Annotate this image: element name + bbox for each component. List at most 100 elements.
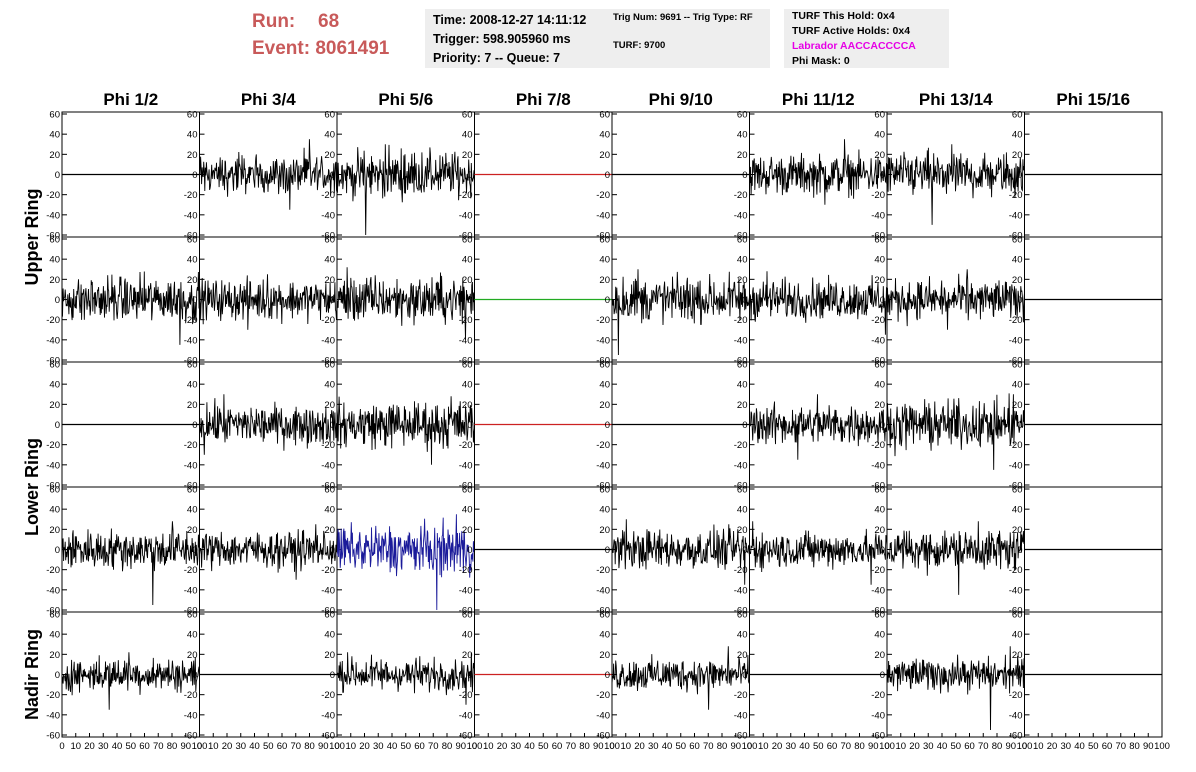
y-tick-label-r3-c1: 60 [49, 360, 60, 371]
y-tick-label-r2-c2: -40 [184, 335, 198, 346]
y-tick-label-r4-c5: -20 [596, 565, 610, 576]
y-tick-label-r1-c5: 40 [599, 130, 610, 141]
y-tick-label-r4-c7: -20 [871, 565, 885, 576]
y-tick-label-r5-c6: -40 [734, 710, 748, 721]
y-tick-label-r1-c7: 60 [874, 110, 885, 121]
y-tick-label-r2-c3: -20 [321, 315, 335, 326]
y-tick-label-r3-c2: -60 [184, 481, 198, 492]
y-tick-label-r3-c1: 0 [55, 420, 60, 431]
y-tick-label-r1-c5: 60 [599, 110, 610, 121]
y-tick-label-r4-c8: -20 [1009, 565, 1023, 576]
y-tick-label-r4-c2: 0 [192, 545, 197, 556]
turf-info-box: TURF This Hold: 0x4 TURF Active Holds: 0… [784, 9, 949, 68]
y-tick-label-r5-c4: 20 [462, 650, 473, 661]
x-tick-label-c2: 100 [329, 741, 345, 752]
x-tick-label-c6: 60 [827, 741, 838, 752]
x-tick-label-c7: 90 [1005, 741, 1016, 752]
x-tick-label-c5: 0 [609, 741, 614, 752]
x-tick-label-c4: 100 [604, 741, 620, 752]
y-tick-label-r5-c2: -60 [184, 731, 198, 742]
y-tick-label-r4-c1: 60 [49, 485, 60, 496]
y-tick-label-r4-c8: -40 [1009, 585, 1023, 596]
y-tick-label-r2-c4: -40 [459, 335, 473, 346]
priority-text: Priority: 7 -- Queue: 7 [433, 51, 561, 65]
y-tick-label-r2-c7: 60 [874, 235, 885, 246]
y-tick-label-r5-c3: 60 [324, 610, 335, 621]
y-tick-label-r1-c7: 0 [880, 170, 885, 181]
y-tick-label-r3-c8: -60 [1009, 481, 1023, 492]
y-tick-label-r3-c7: -40 [871, 460, 885, 471]
y-tick-label-r3-c5: -40 [596, 460, 610, 471]
x-tick-label-c3: 50 [400, 741, 411, 752]
y-tick-label-r2-c8: -20 [1009, 315, 1023, 326]
y-tick-label-r5-c7: 0 [880, 670, 885, 681]
trace-r2-c7 [886, 269, 1025, 330]
y-tick-label-r1-c3: 40 [324, 130, 335, 141]
trigger-text: Trigger: 598.905960 ms [433, 32, 571, 46]
column-header-3: Phi 5/6 [378, 90, 433, 109]
y-tick-label-r4-c5: 40 [599, 505, 610, 516]
x-tick-label-c2: 40 [249, 741, 260, 752]
x-tick-label-c1: 0 [59, 741, 64, 752]
y-tick-label-r5-c3: 40 [324, 630, 335, 641]
y-tick-label-r3-c1: 20 [49, 400, 60, 411]
y-tick-label-r2-c1: 20 [49, 275, 60, 286]
y-tick-label-r4-c6: -40 [734, 585, 748, 596]
y-tick-label-r1-c3: -40 [321, 210, 335, 221]
y-tick-label-r5-c5: 40 [599, 630, 610, 641]
y-tick-label-r4-c6: 0 [742, 545, 747, 556]
run-label: Run: [252, 11, 296, 32]
x-tick-label-c6: 30 [785, 741, 796, 752]
y-tick-label-r5-c8: 60 [1012, 610, 1023, 621]
x-tick-label-c8: 40 [1074, 741, 1085, 752]
turf-this-hold-text: TURF This Hold: 0x4 [792, 10, 895, 22]
x-tick-label-c2: 30 [235, 741, 246, 752]
y-tick-label-r4-c3: 0 [330, 545, 335, 556]
y-tick-label-r4-c5: 60 [599, 485, 610, 496]
x-tick-label-c1: 20 [84, 741, 95, 752]
x-tick-label-c2: 80 [304, 741, 315, 752]
x-tick-label-c4: 10 [483, 741, 494, 752]
y-tick-label-r3-c4: 40 [462, 380, 473, 391]
panel-frame-r4-c1 [61, 486, 200, 613]
x-tick-label-c1: 80 [167, 741, 178, 752]
y-tick-label-r2-c6: -20 [734, 315, 748, 326]
y-tick-label-r1-c1: -20 [46, 190, 60, 201]
y-tick-label-r2-c1: 60 [49, 235, 60, 246]
y-tick-label-r2-c2: 40 [187, 255, 198, 266]
y-tick-label-r2-c5: 0 [605, 295, 610, 306]
y-tick-label-r5-c4: -60 [459, 731, 473, 742]
y-tick-label-r1-c3: -20 [321, 190, 335, 201]
y-tick-label-r3-c7: 60 [874, 360, 885, 371]
x-tick-label-c5: 10 [620, 741, 631, 752]
x-tick-label-c5: 70 [703, 741, 714, 752]
y-tick-label-r2-c5: 40 [599, 255, 610, 266]
ring-label-2: Lower Ring [22, 438, 42, 536]
y-tick-label-r1-c6: 20 [737, 150, 748, 161]
x-tick-label-c8: 50 [1088, 741, 1099, 752]
y-tick-label-r5-c1: 20 [49, 650, 60, 661]
x-tick-label-c4: 60 [552, 741, 563, 752]
trace-r5-c7 [886, 646, 1025, 731]
y-tick-label-r1-c7: -20 [871, 190, 885, 201]
y-tick-label-r2-c7: -40 [871, 335, 885, 346]
y-tick-label-r5-c5: -60 [596, 731, 610, 742]
x-tick-label-c1: 50 [125, 741, 136, 752]
y-tick-label-r5-c4: 40 [462, 630, 473, 641]
y-tick-label-r1-c7: -40 [871, 210, 885, 221]
y-tick-label-r5-c2: 20 [187, 650, 198, 661]
y-tick-label-r3-c7: 20 [874, 400, 885, 411]
y-tick-label-r5-c5: -40 [596, 710, 610, 721]
trace-r3-c2 [199, 394, 338, 455]
y-tick-label-r4-c6: 40 [737, 505, 748, 516]
y-tick-label-r1-c8: 40 [1012, 130, 1023, 141]
y-tick-label-r5-c1: -60 [46, 731, 60, 742]
x-tick-label-c3: 100 [467, 741, 483, 752]
trace-r1-c6 [749, 139, 888, 205]
y-tick-label-r1-c2: -40 [184, 210, 198, 221]
turf-text: TURF: 9700 [613, 40, 666, 51]
y-tick-label-r4-c2: 20 [187, 525, 198, 536]
y-tick-label-r1-c4: -20 [459, 190, 473, 201]
x-tick-label-c4: 70 [565, 741, 576, 752]
x-tick-label-c7: 10 [895, 741, 906, 752]
